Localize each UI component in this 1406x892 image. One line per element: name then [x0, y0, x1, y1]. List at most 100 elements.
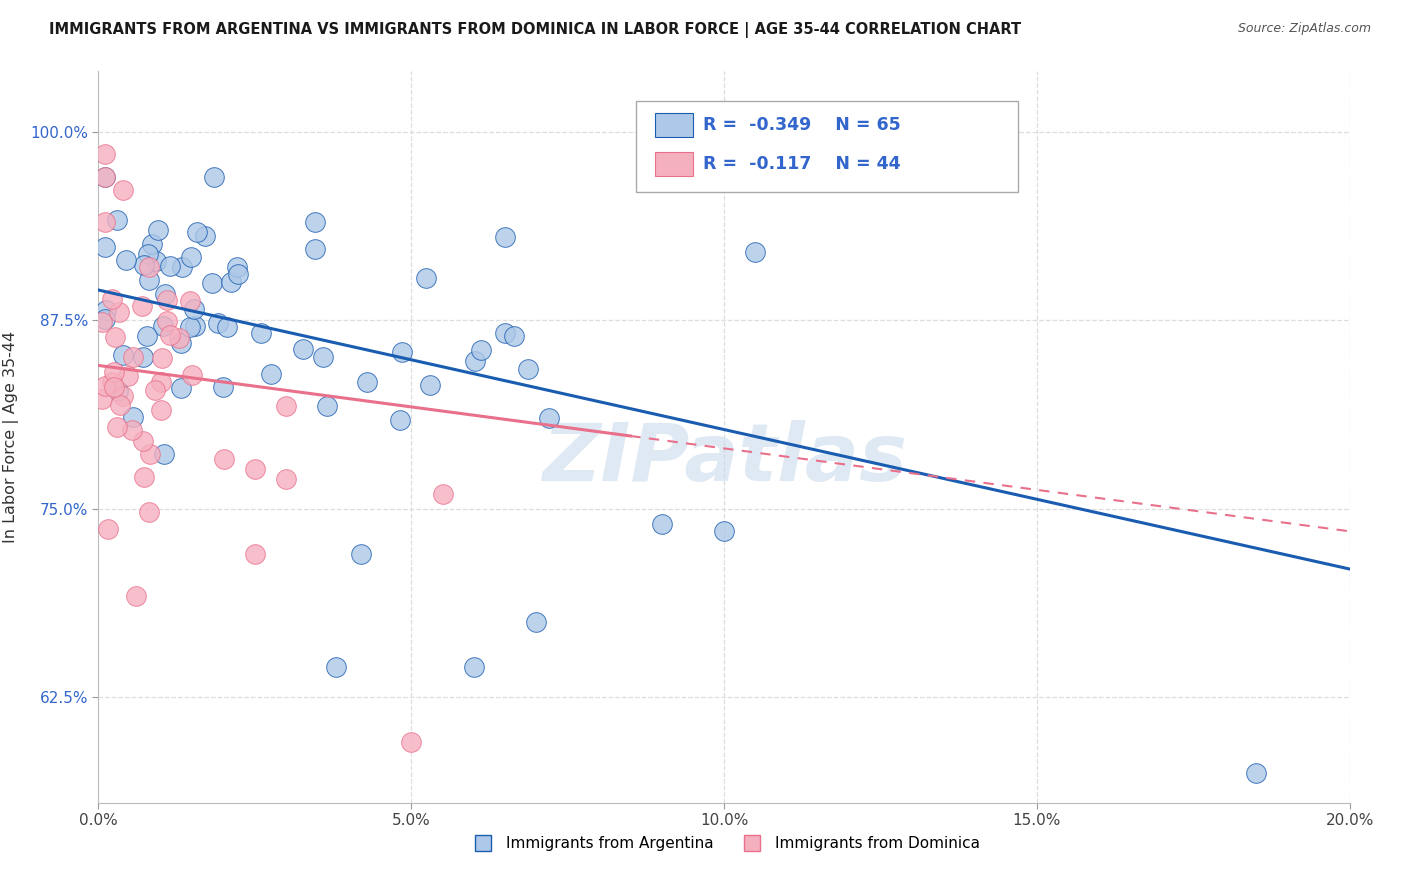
Point — [132, 258, 155, 272]
Point — [138, 273, 160, 287]
Point — [226, 267, 249, 281]
Point — [107, 305, 129, 319]
Point — [179, 319, 201, 334]
Point — [243, 462, 266, 476]
Point — [159, 259, 181, 273]
Point — [121, 423, 143, 437]
Point — [167, 331, 190, 345]
Point — [97, 523, 120, 537]
Point — [260, 367, 283, 381]
Point — [122, 410, 145, 425]
Bar — [655, 152, 693, 176]
Point — [122, 350, 145, 364]
Point — [93, 147, 115, 161]
Point — [419, 377, 441, 392]
Point — [169, 336, 191, 351]
Point — [103, 365, 125, 379]
Point — [93, 312, 115, 326]
Bar — [655, 113, 693, 137]
Point — [184, 319, 207, 334]
Point — [315, 399, 337, 413]
Point — [464, 353, 486, 368]
Y-axis label: In Labor Force | Age 35-44: In Labor Force | Age 35-44 — [3, 331, 18, 543]
Point — [131, 299, 153, 313]
Point — [152, 318, 174, 333]
FancyBboxPatch shape — [637, 101, 1018, 192]
Point — [537, 411, 560, 425]
Point — [131, 434, 153, 448]
Point — [145, 253, 167, 268]
Point — [93, 169, 115, 184]
Point — [135, 328, 157, 343]
Point — [103, 380, 125, 394]
Point — [274, 399, 298, 413]
Point — [650, 516, 672, 531]
Point — [134, 469, 156, 483]
Point — [463, 660, 485, 674]
Point — [502, 329, 524, 343]
Point — [94, 302, 117, 317]
Point — [494, 230, 516, 244]
Point — [153, 447, 176, 461]
Point — [212, 452, 235, 467]
Point — [149, 403, 172, 417]
Point — [94, 378, 117, 392]
Point — [107, 384, 129, 398]
Point — [108, 398, 131, 412]
Point — [186, 225, 208, 239]
Point — [207, 316, 229, 330]
Point — [526, 615, 548, 629]
Text: ZIPatlas: ZIPatlas — [541, 420, 907, 498]
Point — [219, 275, 242, 289]
Point — [150, 351, 173, 365]
Point — [432, 486, 454, 500]
Point — [170, 381, 193, 395]
Point — [90, 315, 112, 329]
Point — [138, 260, 160, 275]
Point — [93, 169, 115, 184]
Point — [181, 368, 204, 383]
Point — [90, 392, 112, 407]
Point — [143, 383, 166, 397]
Point — [312, 350, 335, 364]
Point — [183, 302, 205, 317]
Point — [111, 389, 134, 403]
Point — [179, 293, 201, 308]
Point — [112, 183, 135, 197]
Point — [156, 293, 179, 307]
Legend: Immigrants from Argentina, Immigrants from Dominica: Immigrants from Argentina, Immigrants fr… — [463, 830, 986, 857]
Point — [100, 292, 122, 306]
Point — [291, 342, 314, 356]
Point — [201, 277, 224, 291]
Text: Source: ZipAtlas.com: Source: ZipAtlas.com — [1237, 22, 1371, 36]
Point — [744, 245, 766, 260]
Point — [159, 328, 181, 343]
Point — [117, 369, 139, 384]
Point — [125, 589, 148, 603]
Point — [180, 250, 202, 264]
Point — [156, 314, 179, 328]
Point — [146, 223, 169, 237]
Point — [104, 329, 127, 343]
Point — [194, 228, 217, 243]
Point — [325, 660, 347, 674]
Point — [172, 260, 194, 275]
Point — [494, 326, 516, 340]
Point — [107, 420, 129, 434]
Point — [516, 361, 538, 376]
Point — [107, 213, 129, 227]
Point — [274, 471, 298, 485]
Point — [131, 351, 153, 365]
Point — [350, 547, 373, 561]
Point — [713, 524, 735, 539]
Point — [226, 260, 249, 275]
Point — [217, 319, 239, 334]
Point — [139, 447, 162, 461]
Point — [470, 343, 492, 358]
Point — [150, 376, 173, 390]
Point — [138, 505, 160, 519]
Text: R =  -0.349    N = 65: R = -0.349 N = 65 — [703, 116, 901, 134]
Point — [112, 348, 135, 362]
Point — [1244, 765, 1267, 780]
Point — [243, 547, 266, 561]
